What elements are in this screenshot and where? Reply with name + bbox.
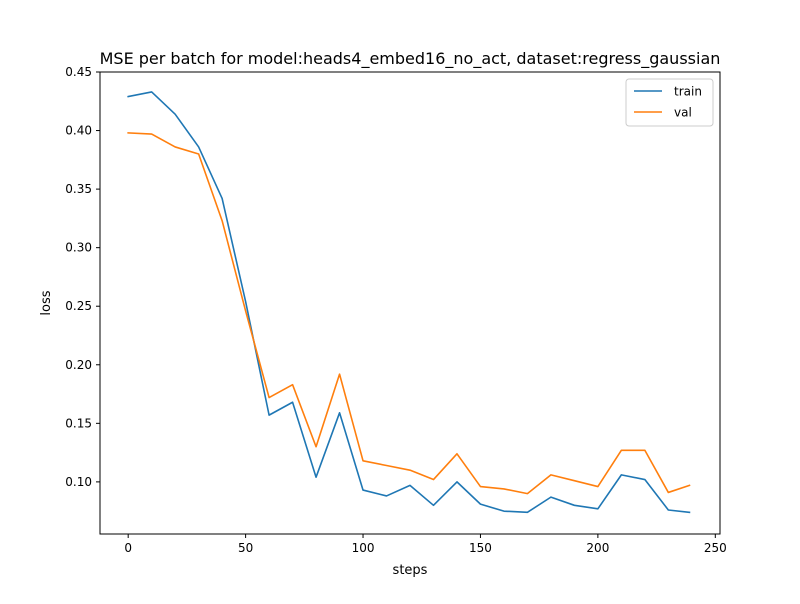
series-line-train bbox=[127, 91, 691, 514]
y-tick-label: 0.15 bbox=[65, 416, 92, 430]
x-axis-label: steps bbox=[393, 563, 428, 578]
series-line-val bbox=[127, 132, 691, 495]
legend: train val bbox=[625, 78, 714, 127]
y-tick-label: 0.35 bbox=[65, 182, 92, 196]
y-tick-label: 0.40 bbox=[65, 124, 92, 138]
legend-label-val: val bbox=[674, 106, 692, 120]
y-axis-label: loss bbox=[39, 290, 54, 315]
x-tick-label: 200 bbox=[586, 541, 609, 555]
y-tick-label: 0.10 bbox=[65, 475, 92, 489]
plot-frame bbox=[99, 71, 721, 535]
y-tick-label: 0.30 bbox=[65, 241, 92, 255]
legend-label-train: train bbox=[674, 85, 702, 99]
x-tick-label: 50 bbox=[238, 541, 253, 555]
y-tick-label: 0.45 bbox=[65, 65, 92, 79]
x-axis: 0 50 100 150 200 250 bbox=[124, 534, 727, 555]
x-tick-label: 0 bbox=[124, 541, 132, 555]
x-tick-label: 100 bbox=[352, 541, 375, 555]
series-layer bbox=[127, 91, 691, 514]
x-tick-label: 250 bbox=[704, 541, 727, 555]
x-tick-label: 150 bbox=[469, 541, 492, 555]
y-tick-label: 0.20 bbox=[65, 358, 92, 372]
chart-title: MSE per batch for model:heads4_embed16_n… bbox=[100, 49, 721, 69]
y-tick-label: 0.25 bbox=[65, 299, 92, 313]
y-axis: 0.10 0.15 0.20 0.25 0.30 0.35 0.40 0.45 bbox=[65, 65, 100, 489]
